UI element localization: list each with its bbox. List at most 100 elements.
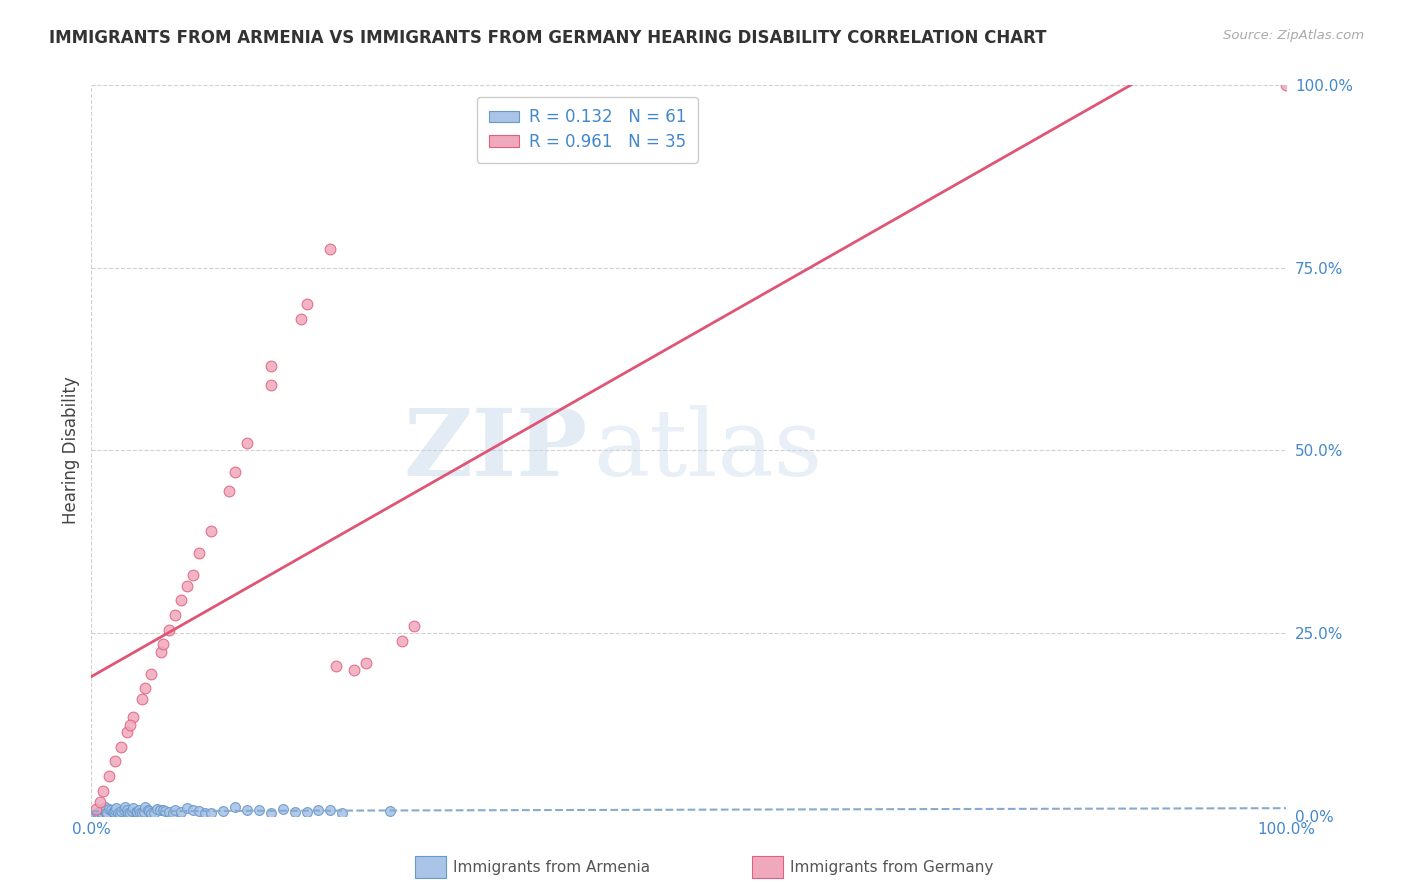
Text: Source: ZipAtlas.com: Source: ZipAtlas.com [1223, 29, 1364, 43]
Point [187, 804, 211, 818]
Point [101, 805, 124, 819]
Point [295, 297, 318, 311]
Point [224, 466, 246, 480]
Point [1275, 78, 1298, 92]
Point [181, 567, 204, 582]
Point [110, 804, 132, 818]
Point [163, 803, 186, 817]
Point [295, 805, 318, 819]
Point [125, 805, 148, 819]
Point [87, 807, 110, 822]
Point [131, 805, 153, 820]
Point [124, 805, 146, 819]
Point [117, 805, 139, 820]
Text: Immigrants from Germany: Immigrants from Germany [790, 860, 994, 874]
Point [131, 692, 153, 706]
Point [128, 803, 150, 817]
Point [91, 805, 114, 820]
Point [129, 806, 152, 821]
Point [122, 801, 145, 815]
Point [247, 803, 270, 817]
Point [170, 593, 193, 607]
Point [224, 800, 246, 814]
Point [93, 799, 115, 814]
Point [176, 801, 198, 815]
Point [105, 801, 128, 815]
Point [114, 800, 136, 814]
Point [271, 802, 294, 816]
Point [187, 546, 211, 560]
Point [115, 725, 138, 739]
Point [103, 805, 125, 819]
Point [93, 783, 114, 797]
Point [157, 805, 180, 819]
Text: IMMIGRANTS FROM ARMENIA VS IMMIGRANTS FROM GERMANY HEARING DISABILITY CORRELATIO: IMMIGRANTS FROM ARMENIA VS IMMIGRANTS FR… [49, 29, 1046, 47]
Point [115, 803, 138, 817]
Point [283, 805, 307, 819]
Point [181, 803, 204, 817]
Point [86, 805, 108, 820]
Point [93, 803, 114, 817]
Point [176, 579, 198, 593]
Y-axis label: Hearing Disability: Hearing Disability [62, 376, 80, 524]
Point [307, 803, 329, 817]
Point [162, 806, 184, 821]
Point [141, 666, 162, 681]
Point [194, 805, 217, 820]
Point [354, 656, 377, 670]
Point [218, 483, 240, 498]
Point [84, 807, 107, 822]
Point [152, 637, 174, 651]
Point [378, 804, 402, 818]
Point [121, 804, 143, 818]
Point [107, 805, 129, 820]
Point [402, 619, 425, 633]
Point [94, 806, 117, 821]
Point [141, 806, 162, 821]
Point [136, 803, 159, 817]
Point [134, 681, 156, 696]
Point [90, 806, 112, 821]
Point [290, 311, 312, 326]
Point [332, 805, 354, 820]
Point [122, 710, 145, 724]
Text: atlas: atlas [593, 406, 823, 495]
Point [112, 803, 135, 817]
Text: ZIP: ZIP [404, 406, 588, 495]
Point [211, 804, 233, 818]
Point [134, 799, 156, 814]
Point [104, 755, 127, 769]
Point [157, 623, 180, 637]
Point [146, 802, 169, 816]
Point [104, 803, 127, 817]
Point [89, 795, 111, 809]
Point [98, 769, 121, 783]
Point [235, 803, 259, 817]
Point [108, 807, 131, 822]
Text: Immigrants from Armenia: Immigrants from Armenia [453, 860, 650, 874]
Point [200, 805, 222, 820]
Point [170, 805, 193, 819]
Point [343, 663, 366, 677]
Point [118, 806, 141, 821]
Point [98, 802, 121, 816]
Point [142, 805, 165, 820]
Point [152, 803, 174, 817]
Point [325, 659, 347, 673]
Point [163, 608, 186, 623]
Point [132, 805, 155, 819]
Point [259, 806, 281, 821]
Point [319, 803, 342, 817]
Point [319, 242, 342, 257]
Point [155, 804, 177, 818]
Point [118, 717, 141, 731]
Legend: R = 0.132   N = 61, R = 0.961   N = 35: R = 0.132 N = 61, R = 0.961 N = 35 [477, 96, 697, 162]
Point [149, 644, 172, 658]
Point [148, 803, 170, 817]
Point [84, 802, 107, 816]
Point [200, 524, 222, 538]
Point [100, 803, 122, 817]
Point [259, 377, 281, 392]
Point [391, 633, 413, 648]
Point [259, 359, 281, 374]
